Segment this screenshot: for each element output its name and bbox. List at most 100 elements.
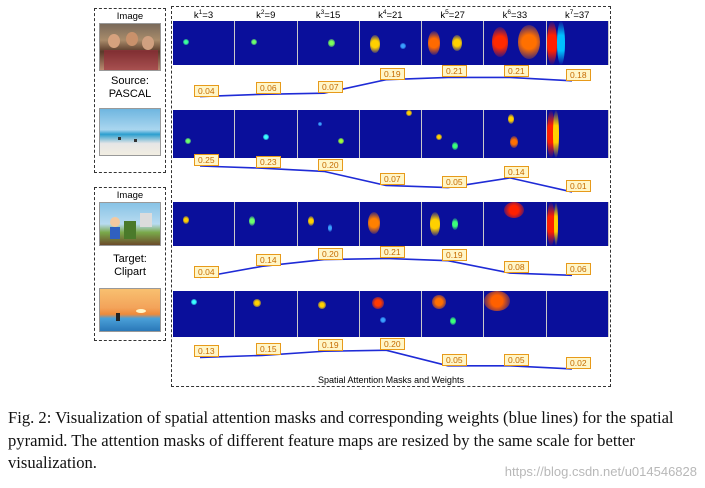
attention-blob bbox=[556, 21, 565, 65]
attention-mask bbox=[235, 110, 298, 158]
panel-footer: Spatial Attention Masks and Weights bbox=[318, 375, 464, 385]
attention-mask bbox=[484, 21, 547, 65]
attention-blob bbox=[191, 299, 197, 305]
attention-blob bbox=[452, 35, 463, 51]
target-image-1 bbox=[99, 202, 161, 246]
weight-label: 0.20 bbox=[318, 159, 343, 172]
attention-blob bbox=[307, 216, 314, 226]
attention-blob bbox=[546, 110, 555, 158]
target-image-2 bbox=[99, 288, 161, 332]
attention-blob bbox=[185, 138, 191, 144]
mask-strip-2 bbox=[173, 110, 609, 158]
attention-mask bbox=[235, 291, 298, 337]
watermark: https://blog.csdn.net/u014546828 bbox=[504, 464, 697, 479]
weight-label: 0.04 bbox=[194, 84, 219, 97]
weight-label: 0.14 bbox=[504, 165, 529, 178]
weight-label: 0.20 bbox=[380, 338, 405, 351]
target-image-label: Image bbox=[116, 190, 144, 201]
source-image-2 bbox=[99, 108, 161, 156]
kernel-label-3: k3=15 bbox=[315, 9, 341, 22]
weight-label: 0.20 bbox=[318, 247, 343, 260]
weight-label: 0.13 bbox=[194, 345, 219, 358]
attention-mask bbox=[546, 202, 609, 246]
weight-label: 0.19 bbox=[442, 248, 467, 261]
mask-strip-4 bbox=[173, 291, 609, 337]
attention-blob bbox=[450, 317, 457, 325]
figure-caption: Fig. 2: Visualization of spatial attenti… bbox=[8, 408, 674, 472]
attention-mask bbox=[359, 291, 423, 337]
weight-label: 0.21 bbox=[504, 65, 529, 78]
weight-label: 0.01 bbox=[566, 179, 591, 192]
weight-label: 0.19 bbox=[380, 67, 405, 80]
attention-mask bbox=[546, 110, 609, 158]
weight-label: 0.14 bbox=[256, 254, 281, 267]
attention-blob bbox=[317, 122, 322, 126]
kernel-label-1: k1=3 bbox=[193, 9, 214, 22]
weight-line-2 bbox=[199, 165, 573, 193]
attention-mask bbox=[422, 110, 485, 158]
attention-blob bbox=[432, 295, 447, 309]
attention-blob bbox=[546, 21, 557, 65]
attention-mask bbox=[546, 291, 609, 337]
weight-label: 0.06 bbox=[566, 263, 591, 276]
mask-strip-1 bbox=[173, 21, 609, 65]
attention-mask bbox=[173, 110, 236, 158]
weight-label: 0.25 bbox=[194, 154, 219, 166]
attention-mask bbox=[422, 202, 485, 246]
attention-mask bbox=[297, 202, 360, 246]
attention-mask bbox=[359, 110, 423, 158]
kernel-label-5: k5=27 bbox=[440, 9, 465, 22]
attention-blob bbox=[399, 43, 406, 49]
attention-mask bbox=[297, 21, 360, 65]
attention-blob bbox=[436, 134, 443, 140]
attention-mask bbox=[359, 202, 423, 246]
attention-blob bbox=[337, 138, 344, 144]
mask-strip-3 bbox=[173, 202, 609, 246]
attention-blob bbox=[249, 216, 256, 226]
attention-blob bbox=[552, 110, 559, 158]
source-panel: Image Source: PASCAL bbox=[94, 8, 166, 173]
weight-label: 0.23 bbox=[256, 156, 281, 169]
weight-label: 0.02 bbox=[566, 356, 591, 369]
weight-line-3 bbox=[199, 257, 573, 279]
attention-blob bbox=[518, 25, 541, 59]
attention-blob bbox=[371, 297, 384, 309]
attention-mask bbox=[173, 291, 236, 337]
attention-blob bbox=[317, 301, 326, 309]
attention-mask bbox=[297, 110, 360, 158]
kernel-label-2: k2=9 bbox=[256, 9, 276, 22]
attention-blob bbox=[510, 136, 519, 148]
attention-mask bbox=[173, 202, 236, 246]
attention-blob bbox=[183, 216, 189, 224]
attention-mask bbox=[422, 21, 485, 65]
weight-label: 0.08 bbox=[504, 261, 529, 274]
target-domain-label-1: Target: bbox=[113, 253, 147, 265]
kernel-label-6: k6=33 bbox=[502, 9, 528, 22]
weight-label: 0.21 bbox=[442, 65, 467, 78]
attention-mask bbox=[484, 110, 547, 158]
attention-blob bbox=[405, 110, 412, 116]
attention-blob bbox=[546, 202, 555, 246]
attention-blob bbox=[452, 218, 459, 230]
kernel-label-4: k4=21 bbox=[378, 9, 403, 22]
attention-blob bbox=[379, 317, 386, 323]
source-image-label: Image bbox=[116, 11, 144, 22]
attention-blob bbox=[183, 39, 189, 45]
weight-label: 0.15 bbox=[256, 343, 281, 356]
attention-panel: k1=3 k2=9 k3=15 k4=21 k5=27 k6=33 k7=37 Spatia… bbox=[171, 6, 611, 387]
weight-label: 0.07 bbox=[318, 81, 343, 94]
attention-blob bbox=[428, 31, 441, 55]
weight-label: 0.05 bbox=[504, 353, 529, 366]
attention-blob bbox=[251, 39, 258, 45]
attention-blob bbox=[263, 134, 270, 140]
source-domain-label-1: Source: bbox=[111, 75, 149, 87]
target-panel: Image Target: Clipart bbox=[94, 187, 166, 341]
attention-mask bbox=[359, 21, 423, 65]
attention-blob bbox=[327, 224, 332, 232]
attention-blob bbox=[369, 35, 380, 53]
source-image-1 bbox=[99, 23, 161, 71]
attention-blob bbox=[253, 299, 262, 307]
weight-label: 0.19 bbox=[318, 339, 343, 352]
weight-label: 0.21 bbox=[380, 246, 405, 259]
attention-blob bbox=[327, 39, 335, 47]
